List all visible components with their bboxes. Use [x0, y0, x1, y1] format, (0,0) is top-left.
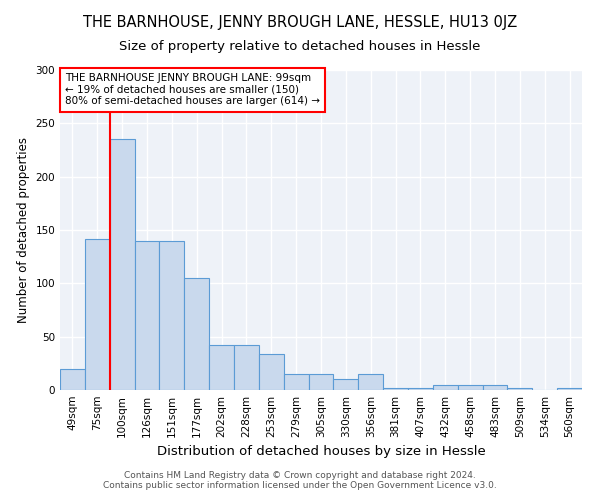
Bar: [358, 374, 383, 390]
Bar: [308, 374, 334, 390]
Bar: [60, 368, 85, 390]
Bar: [160, 240, 184, 390]
Bar: [134, 240, 160, 390]
Bar: [383, 388, 408, 390]
Y-axis label: Number of detached properties: Number of detached properties: [17, 137, 30, 323]
Bar: [458, 384, 482, 390]
Bar: [184, 278, 209, 390]
Bar: [482, 384, 508, 390]
Bar: [557, 388, 582, 390]
Bar: [508, 388, 532, 390]
Text: THE BARNHOUSE, JENNY BROUGH LANE, HESSLE, HU13 0JZ: THE BARNHOUSE, JENNY BROUGH LANE, HESSLE…: [83, 15, 517, 30]
Text: THE BARNHOUSE JENNY BROUGH LANE: 99sqm
← 19% of detached houses are smaller (150: THE BARNHOUSE JENNY BROUGH LANE: 99sqm ←…: [65, 73, 320, 106]
Bar: [110, 140, 134, 390]
Bar: [284, 374, 308, 390]
Bar: [209, 345, 234, 390]
Bar: [85, 238, 110, 390]
Bar: [334, 380, 358, 390]
Bar: [433, 384, 458, 390]
Bar: [259, 354, 284, 390]
Text: Contains HM Land Registry data © Crown copyright and database right 2024.
Contai: Contains HM Land Registry data © Crown c…: [103, 470, 497, 490]
Bar: [408, 388, 433, 390]
X-axis label: Distribution of detached houses by size in Hessle: Distribution of detached houses by size …: [157, 446, 485, 458]
Text: Size of property relative to detached houses in Hessle: Size of property relative to detached ho…: [119, 40, 481, 53]
Bar: [234, 345, 259, 390]
